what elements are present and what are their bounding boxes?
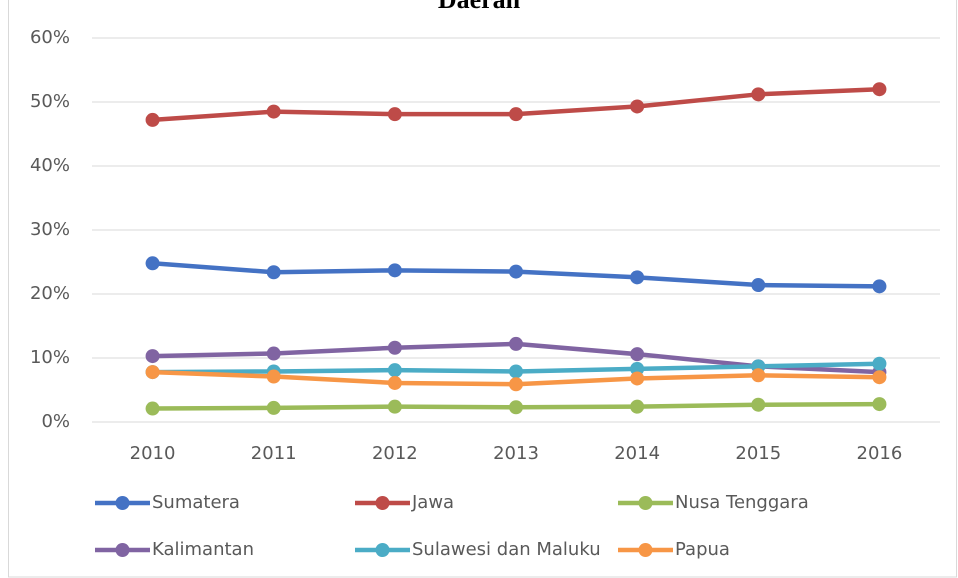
x-tick-label: 2016 <box>857 443 903 464</box>
y-tick-label: 0% <box>41 411 70 432</box>
legend-label: Kalimantan <box>152 539 254 560</box>
series-marker <box>387 263 402 278</box>
series-marker <box>509 364 523 379</box>
y-tick-label: 60% <box>30 27 70 48</box>
series-marker <box>630 399 645 414</box>
x-tick-label: 2014 <box>614 443 660 464</box>
series-marker <box>751 368 766 383</box>
y-tick-label: 50% <box>30 91 70 112</box>
legend-marker <box>115 496 130 510</box>
series-marker <box>509 264 523 279</box>
series-marker <box>266 265 281 280</box>
legend-marker <box>375 543 390 557</box>
legend-marker <box>638 496 653 510</box>
series-marker <box>751 87 766 102</box>
series-marker <box>509 107 523 122</box>
series-marker <box>630 371 645 386</box>
legend-label: Sumatera <box>152 492 240 513</box>
legend-marker <box>638 543 653 557</box>
legend-label: Nusa Tenggara <box>675 492 809 513</box>
x-tick-label: 2010 <box>130 443 176 464</box>
series-marker <box>387 399 402 414</box>
chart-title: Daerah <box>438 0 521 14</box>
series-marker <box>872 356 887 371</box>
series-marker <box>630 347 645 362</box>
series-marker <box>387 363 402 378</box>
x-tick-label: 2015 <box>735 443 781 464</box>
series-marker <box>509 377 523 392</box>
x-tick-label: 2013 <box>493 443 539 464</box>
series-marker <box>266 400 281 415</box>
legend-label: Papua <box>675 539 730 560</box>
series-marker <box>751 397 766 412</box>
y-tick-label: 20% <box>30 283 70 304</box>
series-marker <box>630 99 645 114</box>
series-marker <box>145 256 160 271</box>
y-tick-label: 30% <box>30 219 70 240</box>
series-marker <box>509 336 523 351</box>
y-tick-label: 10% <box>30 347 70 368</box>
series-marker <box>145 112 160 127</box>
series-marker <box>872 397 887 412</box>
series-marker <box>387 375 402 390</box>
series-marker <box>145 365 160 380</box>
legend-marker <box>375 496 390 510</box>
series-marker <box>145 401 160 416</box>
series-marker <box>872 279 887 294</box>
legend-marker <box>115 543 130 557</box>
series-marker <box>630 361 645 376</box>
series-marker <box>266 346 281 361</box>
legend-label: Jawa <box>411 492 454 513</box>
y-tick-label: 40% <box>30 155 70 176</box>
x-tick-label: 2011 <box>251 443 297 464</box>
series-marker <box>266 369 281 384</box>
chart-frame <box>8 0 957 578</box>
series-marker <box>387 340 402 355</box>
series-marker <box>630 270 645 285</box>
series-marker <box>387 107 402 122</box>
series-marker <box>872 82 887 97</box>
legend-label: Sulawesi dan Maluku <box>412 539 601 560</box>
series-marker <box>266 104 281 119</box>
series-marker <box>872 370 887 385</box>
series-marker <box>751 278 766 293</box>
x-tick-label: 2012 <box>372 443 418 464</box>
series-marker <box>145 349 160 364</box>
series-marker <box>509 400 523 415</box>
